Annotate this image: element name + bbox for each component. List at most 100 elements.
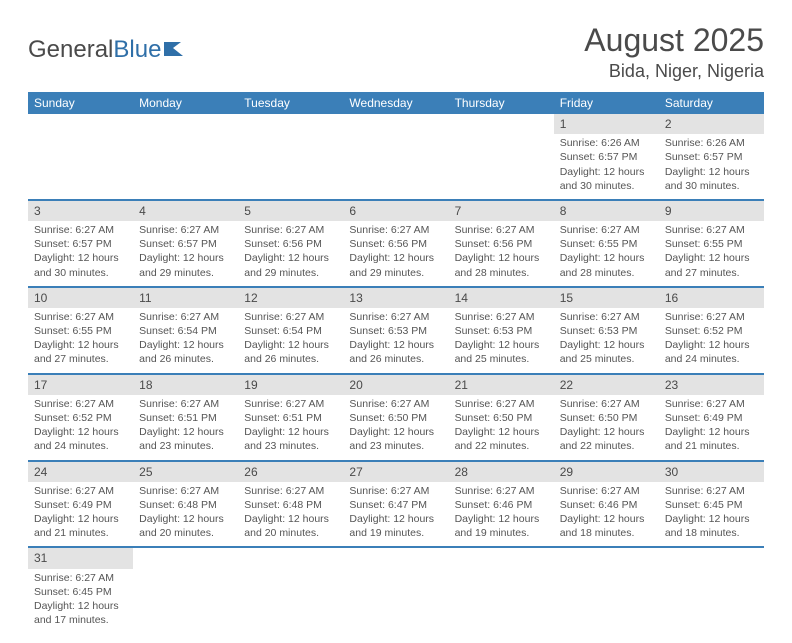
day-number: 2 bbox=[659, 114, 764, 134]
daylight-line: Daylight: 12 hours and 21 minutes. bbox=[34, 512, 127, 540]
empty-cell bbox=[449, 547, 554, 633]
day-header-monday: Monday bbox=[133, 92, 238, 114]
daylight-line: Daylight: 12 hours and 18 minutes. bbox=[560, 512, 653, 540]
day-cell: 4Sunrise: 6:27 AMSunset: 6:57 PMDaylight… bbox=[133, 200, 238, 287]
sunset-line: Sunset: 6:55 PM bbox=[560, 237, 653, 251]
sunrise-line: Sunrise: 6:27 AM bbox=[139, 397, 232, 411]
sunrise-line: Sunrise: 6:27 AM bbox=[244, 310, 337, 324]
day-cell: 3Sunrise: 6:27 AMSunset: 6:57 PMDaylight… bbox=[28, 200, 133, 287]
day-details: Sunrise: 6:27 AMSunset: 6:55 PMDaylight:… bbox=[659, 221, 764, 286]
daylight-line: Daylight: 12 hours and 29 minutes. bbox=[139, 251, 232, 279]
sunrise-line: Sunrise: 6:26 AM bbox=[560, 136, 653, 150]
day-number: 15 bbox=[554, 288, 659, 308]
day-number: 14 bbox=[449, 288, 554, 308]
sunset-line: Sunset: 6:55 PM bbox=[665, 237, 758, 251]
sunrise-line: Sunrise: 6:27 AM bbox=[244, 484, 337, 498]
day-cell: 23Sunrise: 6:27 AMSunset: 6:49 PMDayligh… bbox=[659, 374, 764, 461]
sunset-line: Sunset: 6:54 PM bbox=[139, 324, 232, 338]
day-cell: 28Sunrise: 6:27 AMSunset: 6:46 PMDayligh… bbox=[449, 461, 554, 548]
day-details: Sunrise: 6:27 AMSunset: 6:48 PMDaylight:… bbox=[238, 482, 343, 547]
sunrise-line: Sunrise: 6:27 AM bbox=[34, 484, 127, 498]
sunrise-line: Sunrise: 6:27 AM bbox=[455, 310, 548, 324]
day-number: 4 bbox=[133, 201, 238, 221]
day-details: Sunrise: 6:27 AMSunset: 6:51 PMDaylight:… bbox=[133, 395, 238, 460]
day-number: 24 bbox=[28, 462, 133, 482]
day-cell: 20Sunrise: 6:27 AMSunset: 6:50 PMDayligh… bbox=[343, 374, 448, 461]
sunrise-line: Sunrise: 6:27 AM bbox=[349, 484, 442, 498]
sunrise-line: Sunrise: 6:27 AM bbox=[455, 484, 548, 498]
sunrise-line: Sunrise: 6:27 AM bbox=[139, 223, 232, 237]
daylight-line: Daylight: 12 hours and 23 minutes. bbox=[139, 425, 232, 453]
daylight-line: Daylight: 12 hours and 30 minutes. bbox=[665, 165, 758, 193]
day-cell: 29Sunrise: 6:27 AMSunset: 6:46 PMDayligh… bbox=[554, 461, 659, 548]
daylight-line: Daylight: 12 hours and 20 minutes. bbox=[244, 512, 337, 540]
sunset-line: Sunset: 6:56 PM bbox=[349, 237, 442, 251]
sunset-line: Sunset: 6:51 PM bbox=[244, 411, 337, 425]
day-details: Sunrise: 6:27 AMSunset: 6:45 PMDaylight:… bbox=[659, 482, 764, 547]
sunrise-line: Sunrise: 6:27 AM bbox=[560, 397, 653, 411]
daylight-line: Daylight: 12 hours and 29 minutes. bbox=[349, 251, 442, 279]
table-row: 31Sunrise: 6:27 AMSunset: 6:45 PMDayligh… bbox=[28, 547, 764, 633]
day-header-wednesday: Wednesday bbox=[343, 92, 448, 114]
empty-cell bbox=[133, 547, 238, 633]
day-number: 6 bbox=[343, 201, 448, 221]
location: Bida, Niger, Nigeria bbox=[584, 61, 764, 82]
day-number: 3 bbox=[28, 201, 133, 221]
sunset-line: Sunset: 6:50 PM bbox=[560, 411, 653, 425]
sunrise-line: Sunrise: 6:27 AM bbox=[34, 397, 127, 411]
sunset-line: Sunset: 6:50 PM bbox=[349, 411, 442, 425]
day-details: Sunrise: 6:27 AMSunset: 6:52 PMDaylight:… bbox=[28, 395, 133, 460]
sunset-line: Sunset: 6:57 PM bbox=[665, 150, 758, 164]
day-header-thursday: Thursday bbox=[449, 92, 554, 114]
empty-cell bbox=[133, 114, 238, 200]
day-details: Sunrise: 6:26 AMSunset: 6:57 PMDaylight:… bbox=[659, 134, 764, 199]
sunrise-line: Sunrise: 6:27 AM bbox=[34, 571, 127, 585]
logo: General Blue bbox=[28, 22, 185, 64]
day-cell: 1Sunrise: 6:26 AMSunset: 6:57 PMDaylight… bbox=[554, 114, 659, 200]
day-details: Sunrise: 6:27 AMSunset: 6:49 PMDaylight:… bbox=[659, 395, 764, 460]
sunrise-line: Sunrise: 6:27 AM bbox=[665, 310, 758, 324]
day-details: Sunrise: 6:27 AMSunset: 6:47 PMDaylight:… bbox=[343, 482, 448, 547]
sunset-line: Sunset: 6:57 PM bbox=[139, 237, 232, 251]
day-number: 12 bbox=[238, 288, 343, 308]
logo-flag-icon bbox=[163, 41, 185, 57]
daylight-line: Daylight: 12 hours and 30 minutes. bbox=[560, 165, 653, 193]
day-details: Sunrise: 6:27 AMSunset: 6:56 PMDaylight:… bbox=[238, 221, 343, 286]
day-cell: 7Sunrise: 6:27 AMSunset: 6:56 PMDaylight… bbox=[449, 200, 554, 287]
daylight-line: Daylight: 12 hours and 22 minutes. bbox=[560, 425, 653, 453]
sunset-line: Sunset: 6:56 PM bbox=[455, 237, 548, 251]
sunset-line: Sunset: 6:56 PM bbox=[244, 237, 337, 251]
sunset-line: Sunset: 6:57 PM bbox=[34, 237, 127, 251]
day-number: 9 bbox=[659, 201, 764, 221]
daylight-line: Daylight: 12 hours and 29 minutes. bbox=[244, 251, 337, 279]
daylight-line: Daylight: 12 hours and 28 minutes. bbox=[455, 251, 548, 279]
day-cell: 15Sunrise: 6:27 AMSunset: 6:53 PMDayligh… bbox=[554, 287, 659, 374]
sunrise-line: Sunrise: 6:27 AM bbox=[244, 397, 337, 411]
sunrise-line: Sunrise: 6:27 AM bbox=[665, 484, 758, 498]
day-cell: 30Sunrise: 6:27 AMSunset: 6:45 PMDayligh… bbox=[659, 461, 764, 548]
empty-cell bbox=[343, 114, 448, 200]
day-cell: 16Sunrise: 6:27 AMSunset: 6:52 PMDayligh… bbox=[659, 287, 764, 374]
day-cell: 12Sunrise: 6:27 AMSunset: 6:54 PMDayligh… bbox=[238, 287, 343, 374]
day-details: Sunrise: 6:27 AMSunset: 6:46 PMDaylight:… bbox=[554, 482, 659, 547]
sunset-line: Sunset: 6:45 PM bbox=[34, 585, 127, 599]
day-cell: 31Sunrise: 6:27 AMSunset: 6:45 PMDayligh… bbox=[28, 547, 133, 633]
sunrise-line: Sunrise: 6:27 AM bbox=[34, 223, 127, 237]
empty-cell bbox=[238, 547, 343, 633]
day-details: Sunrise: 6:27 AMSunset: 6:55 PMDaylight:… bbox=[28, 308, 133, 373]
day-cell: 2Sunrise: 6:26 AMSunset: 6:57 PMDaylight… bbox=[659, 114, 764, 200]
day-details: Sunrise: 6:27 AMSunset: 6:52 PMDaylight:… bbox=[659, 308, 764, 373]
day-number: 16 bbox=[659, 288, 764, 308]
day-cell: 13Sunrise: 6:27 AMSunset: 6:53 PMDayligh… bbox=[343, 287, 448, 374]
day-details: Sunrise: 6:27 AMSunset: 6:49 PMDaylight:… bbox=[28, 482, 133, 547]
sunset-line: Sunset: 6:54 PM bbox=[244, 324, 337, 338]
day-header-friday: Friday bbox=[554, 92, 659, 114]
day-details: Sunrise: 6:27 AMSunset: 6:57 PMDaylight:… bbox=[133, 221, 238, 286]
empty-cell bbox=[554, 547, 659, 633]
sunset-line: Sunset: 6:49 PM bbox=[665, 411, 758, 425]
month-title: August 2025 bbox=[584, 22, 764, 59]
logo-text-general: General bbox=[28, 36, 113, 64]
calendar-table: SundayMondayTuesdayWednesdayThursdayFrid… bbox=[28, 92, 764, 633]
sunrise-line: Sunrise: 6:26 AM bbox=[665, 136, 758, 150]
daylight-line: Daylight: 12 hours and 24 minutes. bbox=[34, 425, 127, 453]
